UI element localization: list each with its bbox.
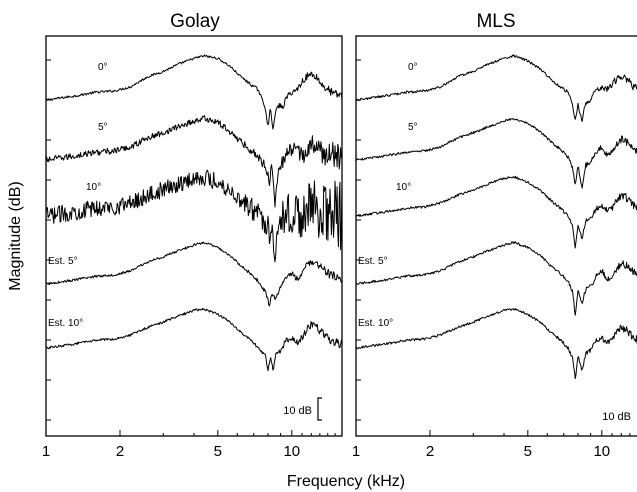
golay-ticks: 1 2 5 10 <box>42 59 336 460</box>
mls-scale-bar: 10 dB <box>602 411 631 423</box>
mls-x-tick-label: 10 <box>593 443 610 460</box>
mls-panel: MLS 1 2 5 10 0° 5° 10° Est. 5° Est. 10° 10 dB <box>352 11 637 460</box>
mls-curve-label: 0° <box>408 62 418 73</box>
golay-scale-bar-label: 10 dB <box>283 405 312 417</box>
golay-panel-title: Golay <box>170 11 220 32</box>
mls-x-tick-label: 5 <box>524 443 532 460</box>
mls-curve-label: Est. 10° <box>358 318 393 329</box>
golay-plot-frame <box>45 35 343 437</box>
mls-curves <box>355 54 637 380</box>
golay-curve-label: Est. 5° <box>48 256 78 267</box>
mls-curve-series-2 <box>355 118 637 189</box>
mls-curve-series-4 <box>355 241 637 316</box>
golay-x-tick-label: 2 <box>116 443 124 460</box>
golay-scale-bar-bracket <box>317 397 322 421</box>
golay-x-tick-label: 1 <box>42 443 50 460</box>
golay-curve-label: 10° <box>86 182 101 193</box>
mls-ticks: 1 2 5 10 <box>352 59 631 460</box>
golay-curve-series-4 <box>45 241 343 307</box>
mls-curve-label: Est. 5° <box>358 256 388 267</box>
mls-curve-label: 5° <box>408 122 418 133</box>
mls-scale-bar-label: 10 dB <box>602 411 631 423</box>
mls-curve-series-1 <box>355 54 637 122</box>
mls-plot-frame <box>355 35 637 437</box>
y-axis-label: Magnitude (dB) <box>7 181 24 290</box>
golay-curve-series-2 <box>45 115 343 208</box>
mls-curve-labels: 0° 5° 10° Est. 5° Est. 10° <box>358 62 418 329</box>
golay-scale-bar: 10 dB <box>283 397 322 421</box>
golay-curve-label: Est. 10° <box>48 318 83 329</box>
x-axis-label: Frequency (kHz) <box>287 473 405 490</box>
golay-panel: Golay 1 2 5 10 0° 5° 10° Est. 5° Est. 10° 10 dB <box>42 11 343 460</box>
golay-curve-labels: 0° 5° 10° Est. 5° Est. 10° <box>48 62 108 329</box>
mls-panel-title: MLS <box>476 11 515 32</box>
golay-x-tick-label: 10 <box>283 443 300 460</box>
mls-curve-series-5 <box>355 308 637 380</box>
golay-curve-series-1 <box>45 54 343 130</box>
mls-curve-label: 10° <box>396 182 411 193</box>
golay-curve-series-5 <box>45 308 343 372</box>
golay-curve-series-3 <box>45 169 343 263</box>
golay-x-tick-label: 5 <box>214 443 222 460</box>
golay-curve-label: 5° <box>98 122 108 133</box>
mls-x-tick-label: 1 <box>352 443 360 460</box>
mls-curve-series-3 <box>355 175 637 249</box>
golay-curve-label: 0° <box>98 62 108 73</box>
golay-curves <box>45 54 343 372</box>
mls-x-tick-label: 2 <box>426 443 434 460</box>
